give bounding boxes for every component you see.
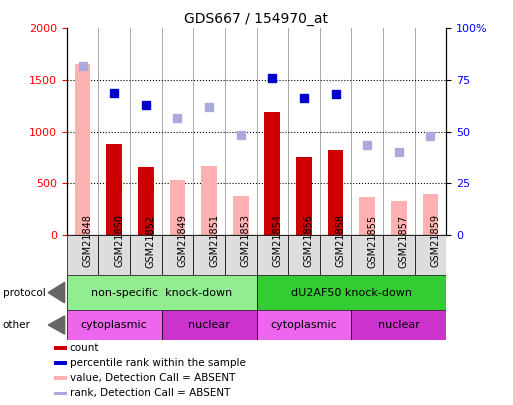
Text: cytoplasmic: cytoplasmic <box>81 320 148 330</box>
Text: GSM21853: GSM21853 <box>241 215 251 267</box>
Text: GSM21854: GSM21854 <box>272 215 282 267</box>
Bar <box>288 235 320 275</box>
Bar <box>225 235 256 275</box>
Bar <box>54 392 67 395</box>
Text: GSM21857: GSM21857 <box>399 214 409 268</box>
Text: GSM21852: GSM21852 <box>146 214 156 268</box>
Text: GSM21849: GSM21849 <box>177 215 187 267</box>
Bar <box>256 275 446 310</box>
Bar <box>67 235 98 275</box>
Bar <box>351 310 446 340</box>
Bar <box>359 197 375 235</box>
Bar <box>74 64 90 235</box>
Bar <box>106 144 122 235</box>
Bar <box>201 166 217 235</box>
Bar <box>67 310 162 340</box>
Bar <box>296 158 312 235</box>
Bar <box>383 235 415 275</box>
Bar <box>351 235 383 275</box>
Text: GSM21850: GSM21850 <box>114 215 124 267</box>
Bar <box>391 201 407 235</box>
Polygon shape <box>48 282 65 303</box>
Text: rank, Detection Call = ABSENT: rank, Detection Call = ABSENT <box>70 388 230 399</box>
Text: GSM21858: GSM21858 <box>336 215 346 267</box>
Text: dU2AF50 knock-down: dU2AF50 knock-down <box>291 288 412 298</box>
Polygon shape <box>48 316 65 334</box>
Bar <box>67 275 256 310</box>
Bar <box>54 346 67 350</box>
Bar <box>138 167 154 235</box>
Text: nuclear: nuclear <box>188 320 230 330</box>
Text: GSM21856: GSM21856 <box>304 215 314 267</box>
Text: percentile rank within the sample: percentile rank within the sample <box>70 358 246 368</box>
Bar <box>264 112 280 235</box>
Bar <box>130 235 162 275</box>
Bar <box>256 235 288 275</box>
Bar <box>320 235 351 275</box>
Bar <box>162 235 193 275</box>
Bar <box>423 194 439 235</box>
Bar <box>415 235 446 275</box>
Text: GSM21859: GSM21859 <box>430 215 441 267</box>
Text: cytoplasmic: cytoplasmic <box>270 320 338 330</box>
Bar <box>233 196 249 235</box>
Bar <box>98 235 130 275</box>
Bar <box>256 310 351 340</box>
Bar <box>328 150 344 235</box>
Text: count: count <box>70 343 100 353</box>
Bar <box>169 180 185 235</box>
Bar <box>54 361 67 365</box>
Text: nuclear: nuclear <box>378 320 420 330</box>
Title: GDS667 / 154970_at: GDS667 / 154970_at <box>185 12 328 26</box>
Bar <box>54 376 67 380</box>
Bar <box>162 310 256 340</box>
Text: non-specific  knock-down: non-specific knock-down <box>91 288 232 298</box>
Text: GSM21848: GSM21848 <box>83 215 92 267</box>
Bar <box>193 235 225 275</box>
Text: GSM21855: GSM21855 <box>367 214 377 268</box>
Text: protocol: protocol <box>3 288 45 298</box>
Text: value, Detection Call = ABSENT: value, Detection Call = ABSENT <box>70 373 235 383</box>
Text: GSM21851: GSM21851 <box>209 215 219 267</box>
Text: other: other <box>3 320 30 330</box>
